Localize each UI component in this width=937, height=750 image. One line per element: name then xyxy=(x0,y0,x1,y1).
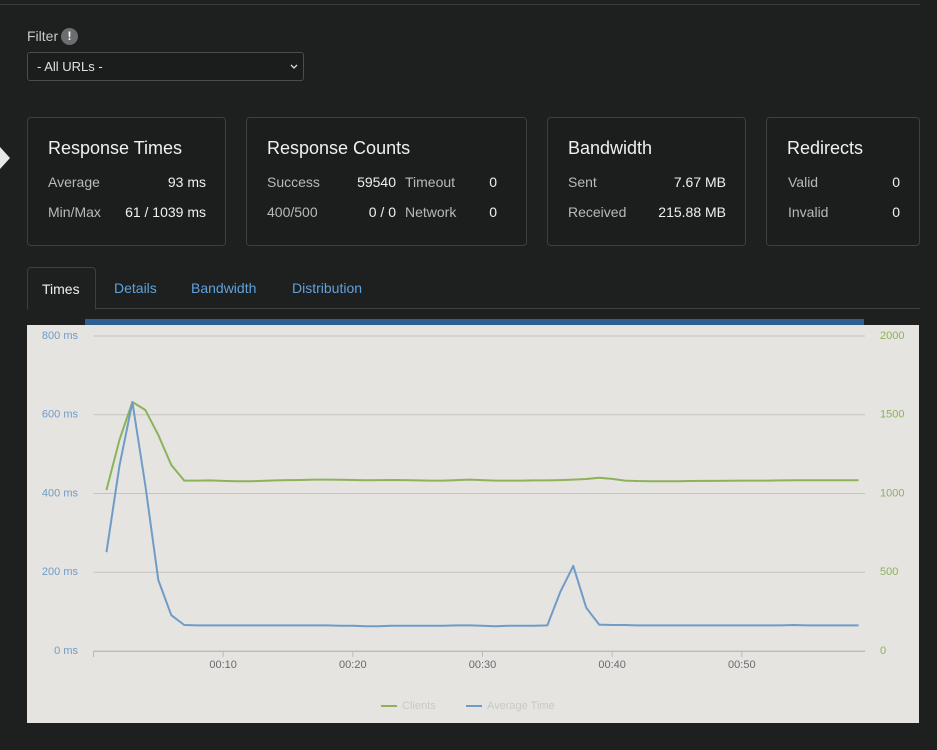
select-value: - All URLs - xyxy=(37,59,103,74)
x-tick-label: 00:40 xyxy=(598,659,626,671)
tab-label: Times xyxy=(42,281,80,297)
metric-label: Timeout xyxy=(405,174,456,190)
y-tick-label: 800 ms xyxy=(42,330,79,342)
x-tick-label: 00:20 xyxy=(339,659,367,671)
tab[interactable]: Distribution xyxy=(292,280,363,296)
metric-label: Success xyxy=(267,174,320,190)
metric-label: Min/Max xyxy=(48,204,101,220)
legend-label: Clients xyxy=(402,700,436,712)
y-tick-label: 200 ms xyxy=(42,566,79,578)
metric-value: 0 xyxy=(489,204,497,220)
tab[interactable]: Details xyxy=(114,280,157,296)
card: Response Times Average 93 ms Min/Max 61 … xyxy=(27,117,226,246)
info-icon[interactable]: ! xyxy=(61,28,78,45)
y2-tick-label: 500 xyxy=(880,566,898,578)
card: Response Counts Success 59540 Timeout 0 … xyxy=(246,117,527,246)
card-title: Redirects xyxy=(787,138,864,158)
metric-label: Average xyxy=(48,174,100,190)
metric-value: 93 ms xyxy=(167,174,206,190)
y-tick-label: 400 ms xyxy=(42,487,79,499)
card-title: Bandwidth xyxy=(568,138,653,158)
metric-value: 215.88 MB xyxy=(658,204,726,220)
y2-tick-label: 1000 xyxy=(880,487,904,499)
metric-label: Invalid xyxy=(788,204,829,220)
y-tick-label: 0 ms xyxy=(54,645,78,657)
filter-label: Filter xyxy=(27,28,59,44)
y2-tick-label: 2000 xyxy=(880,330,904,342)
metric-label: Valid xyxy=(788,174,819,190)
top-rule xyxy=(0,4,920,5)
metric-value: 0 xyxy=(489,174,497,190)
y2-tick-label: 1500 xyxy=(880,409,904,421)
url-select[interactable]: - All URLs - xyxy=(27,52,304,81)
y-tick-label: 600 ms xyxy=(42,409,79,421)
series-line xyxy=(105,401,859,628)
tab-active[interactable]: Times xyxy=(27,267,96,310)
metric-value: 0 xyxy=(892,174,900,190)
metric-label: 400/500 xyxy=(267,204,318,220)
series-line xyxy=(105,400,859,491)
legend-label: Average Time xyxy=(487,700,555,712)
x-tick-label: 00:50 xyxy=(728,659,756,671)
tab-rule xyxy=(27,308,920,309)
metric-label: Network xyxy=(405,204,457,220)
card-title: Response Times xyxy=(48,138,183,158)
side-arrow[interactable] xyxy=(0,147,10,169)
card: Redirects Valid 0 Invalid 0 xyxy=(766,117,920,246)
card: Bandwidth Sent 7.67 MB Received 215.88 M… xyxy=(547,117,746,246)
x-tick-label: 00:10 xyxy=(209,659,237,671)
metric-value: 0 / 0 xyxy=(368,204,396,220)
metric-value: 7.67 MB xyxy=(673,174,726,190)
metric-value: 59540 xyxy=(357,174,396,190)
metric-label: Received xyxy=(568,204,627,220)
y2-tick-label: 0 xyxy=(880,645,886,657)
tab[interactable]: Bandwidth xyxy=(191,280,257,296)
metric-value: 61 / 1039 ms xyxy=(125,204,206,220)
x-tick-label: 00:30 xyxy=(469,659,497,671)
metric-value: 0 xyxy=(892,204,900,220)
metric-label: Sent xyxy=(568,174,597,190)
chart: 0 ms 200 ms 400 ms 600 ms 800 ms 0 500 1000 1500… xyxy=(27,325,919,723)
select-caret xyxy=(290,64,298,69)
progress-bar xyxy=(85,319,864,325)
card-title: Response Counts xyxy=(267,138,411,158)
